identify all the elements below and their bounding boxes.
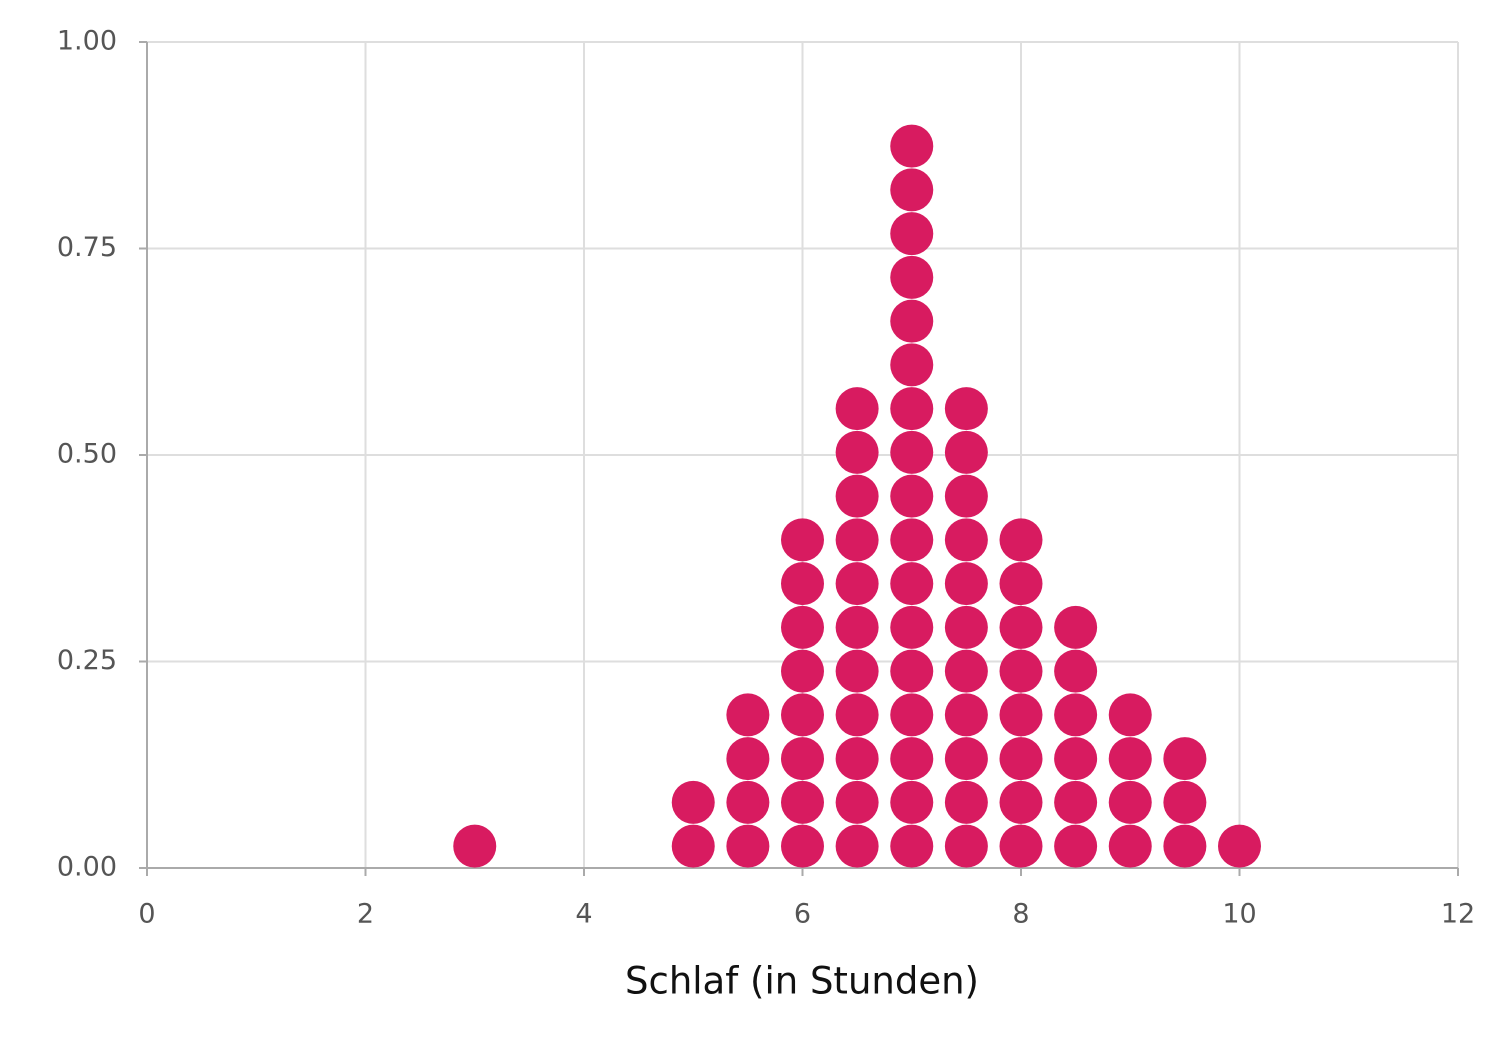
y-tick-label: 0.75	[57, 232, 117, 263]
dot	[781, 518, 824, 562]
dot	[835, 737, 879, 781]
dot	[890, 299, 934, 343]
dot	[890, 780, 934, 824]
dot	[890, 255, 934, 299]
dot	[835, 562, 879, 606]
dot	[1054, 693, 1098, 737]
dot	[944, 605, 988, 649]
dot	[944, 649, 988, 693]
dot	[835, 430, 879, 474]
dot	[1108, 693, 1152, 737]
dot	[890, 387, 934, 431]
dot	[781, 824, 824, 868]
dot	[890, 824, 934, 868]
dot	[944, 562, 988, 606]
dot	[890, 343, 934, 387]
dot	[890, 212, 934, 256]
dot	[835, 780, 879, 824]
dot	[726, 824, 770, 868]
dot	[726, 780, 770, 824]
y-tick-label: 0.25	[57, 645, 117, 676]
dot	[835, 824, 879, 868]
dot	[1108, 780, 1152, 824]
dot	[1108, 824, 1152, 868]
y-tick-label: 0.50	[57, 439, 117, 470]
x-tick-label: 0	[138, 899, 155, 930]
dot	[671, 780, 715, 824]
dot	[835, 474, 879, 518]
x-axis-title: Schlaf (in Stunden)	[625, 960, 979, 1003]
x-tick-label: 8	[1012, 899, 1029, 930]
dot	[781, 649, 824, 693]
dot	[999, 605, 1043, 649]
dot	[1054, 649, 1098, 693]
x-tick-label: 10	[1222, 899, 1256, 930]
y-tick-label: 0.00	[57, 852, 117, 883]
dot	[781, 693, 824, 737]
dot	[890, 649, 934, 693]
dot	[999, 693, 1043, 737]
dot	[999, 737, 1043, 781]
dot	[999, 649, 1043, 693]
dot	[781, 780, 824, 824]
y-tick-label: 1.00	[57, 26, 117, 57]
dot	[890, 737, 934, 781]
dot	[944, 693, 988, 737]
dot	[890, 474, 934, 518]
dot	[835, 387, 879, 431]
x-tick-label: 6	[794, 899, 811, 930]
dot	[890, 168, 934, 212]
dot	[1054, 737, 1098, 781]
dot	[671, 824, 715, 868]
dot	[835, 518, 879, 562]
dot	[944, 780, 988, 824]
dot	[835, 605, 879, 649]
dot	[944, 824, 988, 868]
dot	[781, 562, 824, 606]
dot	[944, 430, 988, 474]
dot	[999, 562, 1043, 606]
x-tick-label: 2	[357, 899, 374, 930]
dot	[890, 605, 934, 649]
dot	[890, 562, 934, 606]
dot	[1054, 824, 1098, 868]
dot	[999, 518, 1043, 562]
dot	[944, 387, 988, 431]
dot	[1163, 737, 1207, 781]
dot	[726, 737, 770, 781]
dot	[726, 693, 770, 737]
dot	[1054, 605, 1098, 649]
dot	[1163, 780, 1207, 824]
dot	[999, 824, 1043, 868]
dot	[1108, 737, 1152, 781]
x-tick-label: 4	[575, 899, 592, 930]
dot	[835, 649, 879, 693]
dot	[781, 737, 824, 781]
dot	[944, 474, 988, 518]
dot	[453, 824, 497, 868]
dot	[1163, 824, 1207, 868]
dot	[1218, 824, 1261, 868]
dot	[890, 430, 934, 474]
x-tick-label: 12	[1441, 899, 1475, 930]
dot	[890, 693, 934, 737]
dot	[1054, 780, 1098, 824]
dot	[944, 518, 988, 562]
dot	[835, 693, 879, 737]
dot	[890, 518, 934, 562]
dot	[999, 780, 1043, 824]
dot	[781, 605, 824, 649]
dot	[944, 737, 988, 781]
dot	[890, 124, 934, 168]
